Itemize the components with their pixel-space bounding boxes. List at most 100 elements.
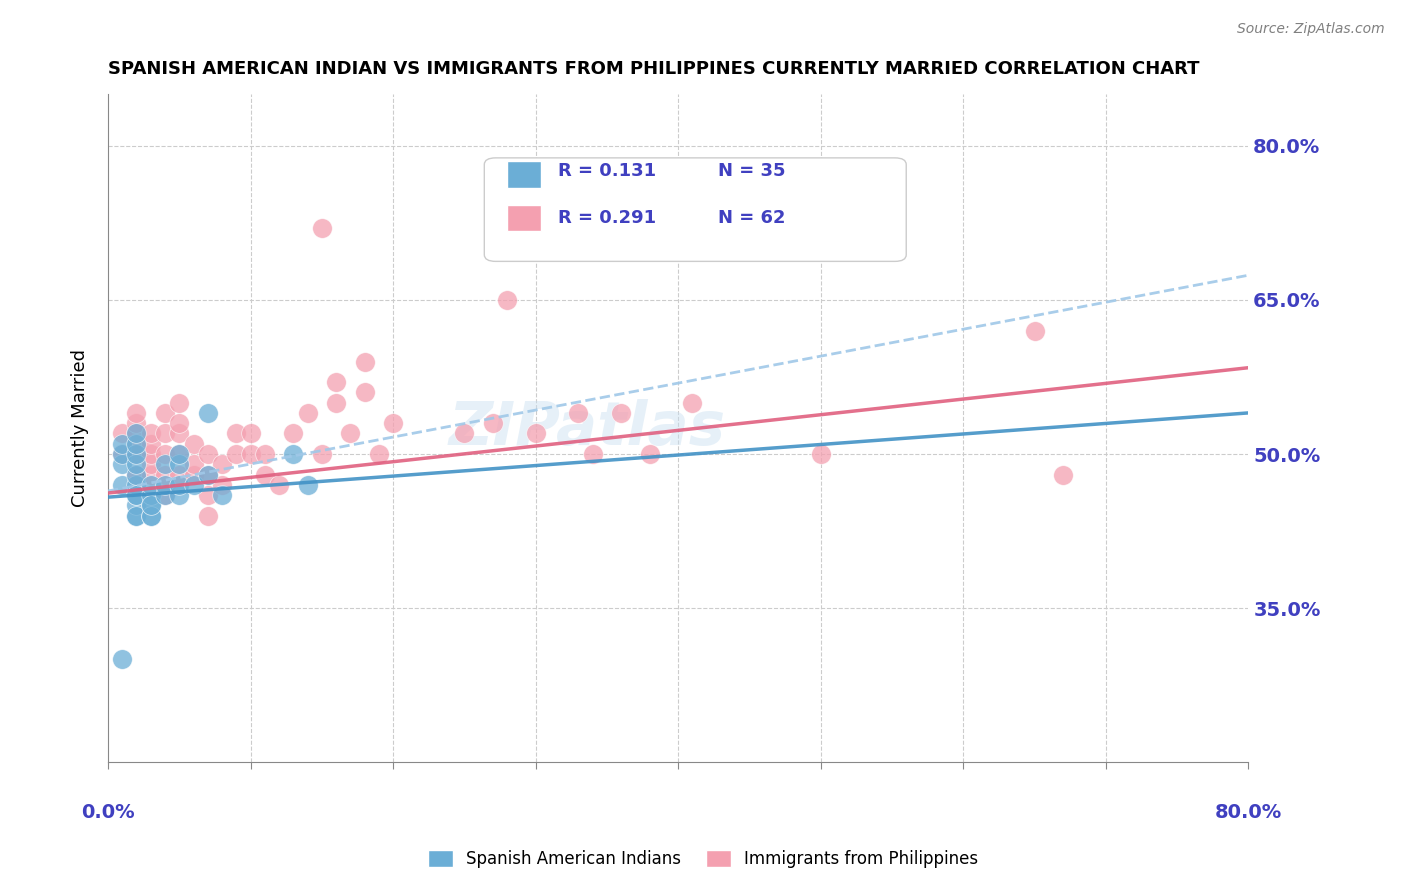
Point bbox=[125, 447, 148, 461]
Point bbox=[183, 467, 205, 482]
Point bbox=[367, 447, 389, 461]
Point bbox=[125, 406, 148, 420]
Point bbox=[125, 457, 148, 471]
Point bbox=[253, 447, 276, 461]
Point bbox=[681, 395, 703, 409]
Point bbox=[139, 508, 162, 523]
Text: R = 0.131: R = 0.131 bbox=[558, 162, 657, 180]
Point bbox=[197, 508, 219, 523]
Point bbox=[153, 467, 176, 482]
Point bbox=[197, 406, 219, 420]
Point bbox=[139, 499, 162, 513]
Point bbox=[153, 426, 176, 441]
Point bbox=[183, 457, 205, 471]
Point bbox=[1052, 467, 1074, 482]
Point bbox=[111, 478, 134, 492]
Point bbox=[353, 385, 375, 400]
Point bbox=[225, 447, 247, 461]
Point bbox=[125, 508, 148, 523]
Point bbox=[167, 478, 190, 492]
Point bbox=[139, 457, 162, 471]
Point bbox=[125, 426, 148, 441]
Point bbox=[325, 395, 347, 409]
Point bbox=[125, 499, 148, 513]
Point bbox=[810, 447, 832, 461]
Legend: Spanish American Indians, Immigrants from Philippines: Spanish American Indians, Immigrants fro… bbox=[420, 843, 986, 875]
FancyBboxPatch shape bbox=[484, 158, 907, 261]
Point bbox=[524, 426, 547, 441]
Point bbox=[125, 467, 148, 482]
Point bbox=[111, 447, 134, 461]
Point bbox=[211, 488, 233, 502]
Point bbox=[183, 436, 205, 450]
Point bbox=[153, 478, 176, 492]
Point bbox=[297, 406, 319, 420]
Point bbox=[125, 447, 148, 461]
Point bbox=[253, 467, 276, 482]
Point bbox=[610, 406, 633, 420]
Point bbox=[283, 426, 305, 441]
Point bbox=[153, 488, 176, 502]
Point bbox=[167, 488, 190, 502]
Point bbox=[638, 447, 661, 461]
Point bbox=[125, 508, 148, 523]
Point bbox=[311, 447, 333, 461]
Point bbox=[111, 436, 134, 450]
Point bbox=[139, 478, 162, 492]
Point bbox=[183, 478, 205, 492]
Point bbox=[283, 447, 305, 461]
Text: N = 62: N = 62 bbox=[718, 209, 786, 227]
Point bbox=[125, 436, 148, 450]
Point bbox=[211, 457, 233, 471]
Point bbox=[453, 426, 475, 441]
Y-axis label: Currently Married: Currently Married bbox=[72, 350, 89, 508]
Point bbox=[167, 416, 190, 430]
Point bbox=[167, 395, 190, 409]
Text: SPANISH AMERICAN INDIAN VS IMMIGRANTS FROM PHILIPPINES CURRENTLY MARRIED CORRELA: SPANISH AMERICAN INDIAN VS IMMIGRANTS FR… bbox=[108, 60, 1199, 78]
Point bbox=[125, 467, 148, 482]
Point bbox=[167, 447, 190, 461]
Text: N = 35: N = 35 bbox=[718, 162, 786, 180]
Point bbox=[111, 426, 134, 441]
Point bbox=[139, 426, 162, 441]
Point bbox=[239, 447, 262, 461]
Point bbox=[167, 447, 190, 461]
Point bbox=[211, 478, 233, 492]
Point bbox=[125, 416, 148, 430]
Point bbox=[167, 467, 190, 482]
Point bbox=[267, 478, 290, 492]
Point bbox=[167, 426, 190, 441]
Point bbox=[139, 508, 162, 523]
Point bbox=[197, 467, 219, 482]
Text: Source: ZipAtlas.com: Source: ZipAtlas.com bbox=[1237, 22, 1385, 37]
Point bbox=[111, 447, 134, 461]
Point bbox=[225, 426, 247, 441]
Text: 80.0%: 80.0% bbox=[1215, 804, 1282, 822]
Point bbox=[125, 426, 148, 441]
Text: 0.0%: 0.0% bbox=[82, 804, 135, 822]
Point bbox=[167, 457, 190, 471]
Point bbox=[339, 426, 361, 441]
Point bbox=[139, 499, 162, 513]
Point bbox=[239, 426, 262, 441]
Point bbox=[197, 467, 219, 482]
Point bbox=[353, 354, 375, 368]
Point bbox=[153, 447, 176, 461]
Point bbox=[382, 416, 405, 430]
Bar bbox=[508, 204, 541, 231]
Point bbox=[139, 447, 162, 461]
Point bbox=[153, 488, 176, 502]
Point bbox=[1024, 324, 1046, 338]
Point bbox=[197, 447, 219, 461]
Text: R = 0.291: R = 0.291 bbox=[558, 209, 657, 227]
Text: ZIPatlas: ZIPatlas bbox=[449, 399, 725, 458]
Bar bbox=[508, 161, 541, 188]
Point bbox=[567, 406, 589, 420]
Point bbox=[197, 488, 219, 502]
Point bbox=[125, 436, 148, 450]
Point bbox=[496, 293, 519, 307]
Point bbox=[582, 447, 605, 461]
Point bbox=[153, 457, 176, 471]
Point bbox=[297, 478, 319, 492]
Point bbox=[325, 375, 347, 389]
